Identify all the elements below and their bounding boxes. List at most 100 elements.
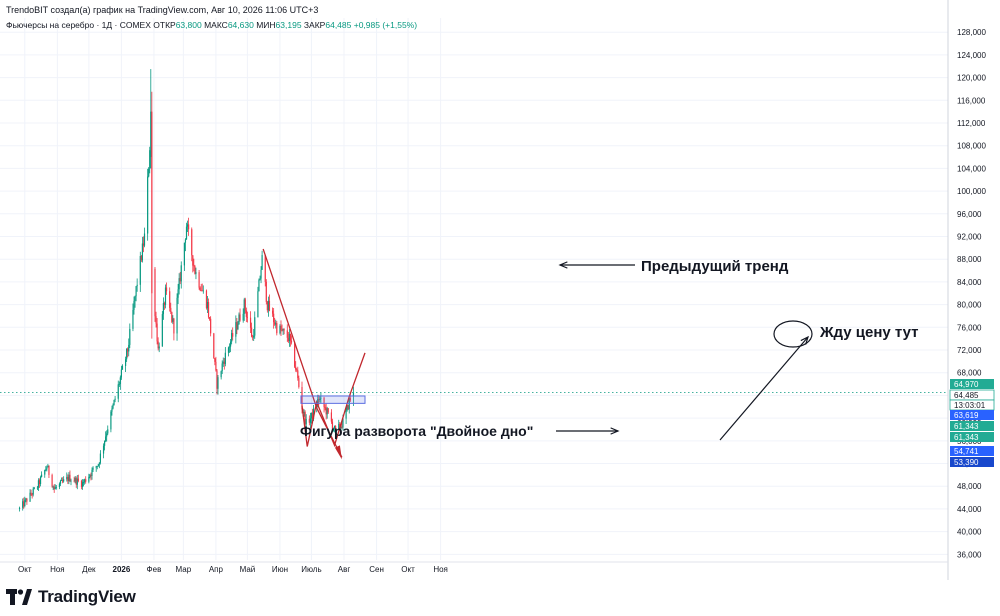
candle-body	[44, 470, 46, 475]
y-tick-label: 40,000	[957, 528, 982, 537]
candle-body	[215, 361, 217, 371]
candle-body	[171, 311, 173, 322]
candle	[60, 477, 63, 481]
candle-body	[59, 480, 62, 484]
candle-body	[243, 299, 245, 314]
candle	[331, 418, 334, 432]
candle-body	[54, 487, 56, 490]
candle	[88, 473, 90, 484]
candle-body	[30, 492, 32, 495]
price-badge-text: 64,485	[954, 391, 979, 400]
candle	[32, 486, 34, 497]
candle	[227, 346, 230, 357]
candle	[69, 470, 71, 482]
candle-body	[162, 303, 164, 315]
candle-body	[318, 398, 320, 400]
candle	[193, 258, 195, 272]
candle	[119, 375, 121, 390]
candle-body	[286, 330, 288, 338]
candle	[184, 238, 187, 252]
candle	[207, 298, 210, 319]
candle	[169, 287, 171, 312]
x-tick-label: Мар	[176, 565, 192, 574]
candle-body	[335, 425, 337, 430]
candle	[209, 316, 211, 321]
candle-body	[199, 287, 201, 291]
candle-body	[346, 405, 348, 411]
candle	[232, 327, 234, 341]
candle-body	[141, 243, 143, 261]
x-tick-label: Окт	[18, 565, 32, 574]
x-tick-label: Дек	[82, 565, 96, 574]
candle-body	[135, 286, 137, 297]
y-tick-label: 72,000	[957, 346, 982, 355]
candle	[45, 466, 47, 472]
candle	[24, 496, 26, 508]
target-circle	[773, 320, 813, 348]
candle	[171, 311, 173, 323]
candle	[268, 294, 271, 312]
candle	[183, 242, 185, 271]
candle-body	[283, 329, 285, 331]
candle-body	[227, 347, 230, 353]
candle	[140, 254, 142, 263]
candle	[112, 403, 114, 410]
candle	[155, 311, 157, 328]
y-tick-label: 120,000	[957, 74, 986, 83]
candle-body	[45, 469, 47, 471]
candle-body	[342, 418, 344, 428]
candle	[231, 329, 233, 345]
candle	[29, 489, 31, 503]
candle-body	[188, 224, 190, 230]
candle	[172, 315, 174, 325]
candle	[280, 320, 282, 337]
candle	[18, 506, 21, 512]
previous-trend-line	[262, 248, 318, 409]
candle	[98, 462, 100, 469]
y-tick-label: 96,000	[957, 210, 982, 219]
candle-body	[294, 342, 296, 367]
price-badge-bg	[950, 410, 994, 420]
candle-body	[309, 418, 311, 423]
high-label: МАКС	[204, 20, 228, 30]
candle-body	[165, 287, 168, 292]
candle	[36, 485, 38, 490]
candle-body	[117, 384, 119, 399]
candle	[243, 297, 245, 321]
candle	[165, 282, 168, 295]
candle	[258, 278, 260, 292]
candle-body	[83, 482, 85, 483]
candle	[222, 357, 224, 367]
y-tick-label: 108,000	[957, 142, 986, 151]
candle-body	[106, 433, 108, 437]
candle-body	[70, 480, 72, 482]
candle-body	[331, 421, 334, 429]
candle-body	[228, 346, 231, 348]
price-badge-bg	[950, 446, 994, 456]
candle	[150, 69, 152, 169]
tradingview-logo[interactable]: TradingView	[6, 585, 136, 609]
chart-caption: TrendoBIT создал(а) график на TradingVie…	[6, 5, 319, 15]
candle-body	[136, 284, 138, 287]
candle	[83, 479, 85, 487]
price-badge-text: 64,970	[954, 380, 979, 389]
candle-body	[186, 224, 189, 227]
candle	[22, 498, 24, 511]
candle	[170, 302, 172, 315]
candle	[81, 479, 84, 490]
candle-body	[89, 475, 91, 477]
y-tick-label: 44,000	[957, 505, 982, 514]
candle-body	[276, 323, 278, 334]
symbol-legend[interactable]: Фьючерсы на серебро · 1Д · COMEX ОТКР63,…	[6, 20, 417, 30]
candle	[228, 343, 231, 353]
candle-body	[296, 369, 298, 371]
candle-body	[133, 300, 135, 310]
candle-body	[112, 404, 114, 409]
candle-body	[345, 410, 347, 419]
double-bottom-arrow-head	[610, 427, 620, 435]
x-tick-label: Ноя	[433, 565, 448, 574]
candle	[73, 476, 75, 483]
candle-body	[275, 323, 277, 325]
candle	[90, 472, 92, 481]
